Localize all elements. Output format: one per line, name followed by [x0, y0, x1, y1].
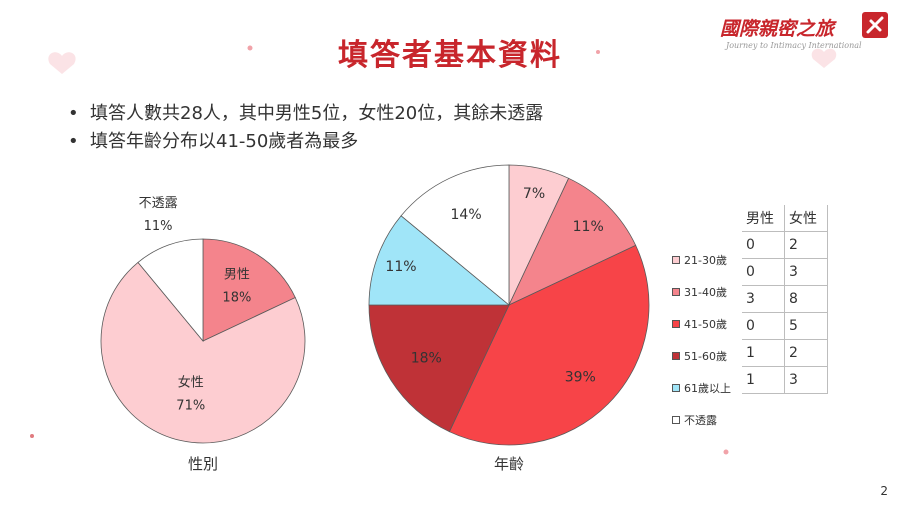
legend-item: 31-40歲 [672, 276, 731, 308]
legend-swatch [672, 256, 680, 264]
table-row: 1 2 [742, 339, 828, 367]
dot-decoration [30, 434, 34, 438]
table-row: 3 8 [742, 285, 828, 313]
dot-decoration [723, 449, 729, 455]
slice-value-label: 11% [385, 259, 416, 275]
slice-value-label: 39% [565, 369, 596, 385]
slice-value-label: 7% [523, 186, 545, 202]
age-legend: 21-30歲 31-40歲 41-50歲 51-60歲 61歲以上 不透露 [672, 244, 731, 436]
table-header-row: 男性 女性 [742, 205, 828, 232]
chart-caption: 性別 [188, 455, 218, 473]
slice-value-label: 71% [176, 399, 205, 414]
logo-subtitle: Journey to Intimacy International [726, 41, 862, 50]
heart-decoration [811, 48, 837, 68]
table-cell: 0 [742, 258, 785, 286]
page-title: 填答者基本資料 [338, 38, 562, 73]
legend-label: 不透露 [684, 414, 717, 427]
pie-slice [137, 238, 204, 343]
heart-decoration [48, 52, 76, 74]
pie-slice [100, 261, 306, 444]
legend-item: 不透露 [672, 404, 731, 436]
legend-label: 21-30歲 [684, 254, 727, 267]
table-cell: 1 [742, 366, 785, 394]
legend-swatch [672, 320, 680, 328]
table-cell: 2 [784, 231, 828, 259]
table-cell: 0 [742, 312, 785, 340]
bullet-list: 填答人數共28人，其中男性5位，女性20位，其餘未透露 填答年齡分布以41-50… [68, 100, 543, 156]
legend-label: 31-40歲 [684, 286, 727, 299]
dot-decoration [247, 45, 253, 51]
legend-swatch [672, 352, 680, 360]
chart-caption: 年齡 [494, 455, 524, 473]
legend-label: 41-50歲 [684, 318, 727, 331]
slice-name-label: 女性 [178, 375, 204, 391]
legend-swatch [672, 416, 680, 424]
table-row: 1 3 [742, 366, 828, 394]
table-cell: 1 [742, 339, 785, 367]
logo-mark-icon [862, 12, 888, 38]
legend-label: 51-60歲 [684, 350, 727, 363]
pie-slice [368, 304, 510, 433]
legend-swatch [672, 288, 680, 296]
pie-slice [202, 238, 296, 342]
table-cell: 3 [784, 366, 828, 394]
pie-slice [448, 244, 650, 446]
slice-name-label: 男性 [224, 268, 250, 283]
brand-logo: 國際親密之旅 Journey to Intimacy International [712, 10, 892, 60]
table-cell: 5 [784, 312, 828, 340]
legend-item: 41-50歲 [672, 308, 731, 340]
table-header-female: 女性 [784, 205, 828, 232]
slice-value-label: 18% [411, 351, 442, 367]
slice-value-label: 18% [222, 291, 251, 306]
table-cell: 3 [784, 258, 828, 286]
table-cell: 3 [742, 285, 785, 313]
legend-swatch [672, 384, 680, 392]
table-row: 0 2 [742, 231, 828, 259]
page-number: 2 [880, 484, 888, 498]
table-row: 0 5 [742, 312, 828, 340]
bullet-item: 填答人數共28人，其中男性5位，女性20位，其餘未透露 [68, 100, 543, 128]
pie-slice [400, 164, 510, 306]
counts-table: 男性 女性 0 2 0 3 3 8 0 5 1 2 1 3 [742, 205, 828, 394]
table-cell: 2 [784, 339, 828, 367]
dot-decoration [596, 50, 600, 54]
legend-label: 61歲以上 [684, 382, 731, 395]
slice-value-label: 11% [573, 219, 604, 235]
slice-name-label: 不透露 [139, 196, 178, 211]
pie-slice [368, 215, 511, 306]
table-cell: 0 [742, 231, 785, 259]
table-header-male: 男性 [742, 205, 785, 232]
logo-text: 國際親密之旅 [720, 18, 835, 40]
table-cell: 8 [784, 285, 828, 313]
legend-item: 21-30歲 [672, 244, 731, 276]
slice-value-label: 14% [451, 207, 482, 223]
bullet-item: 填答年齡分布以41-50歲者為最多 [68, 128, 543, 156]
legend-item: 51-60歲 [672, 340, 731, 372]
slice-value-label: 11% [144, 219, 173, 234]
legend-item: 61歲以上 [672, 372, 731, 404]
pie-slice [508, 177, 637, 306]
table-row: 0 3 [742, 258, 828, 286]
